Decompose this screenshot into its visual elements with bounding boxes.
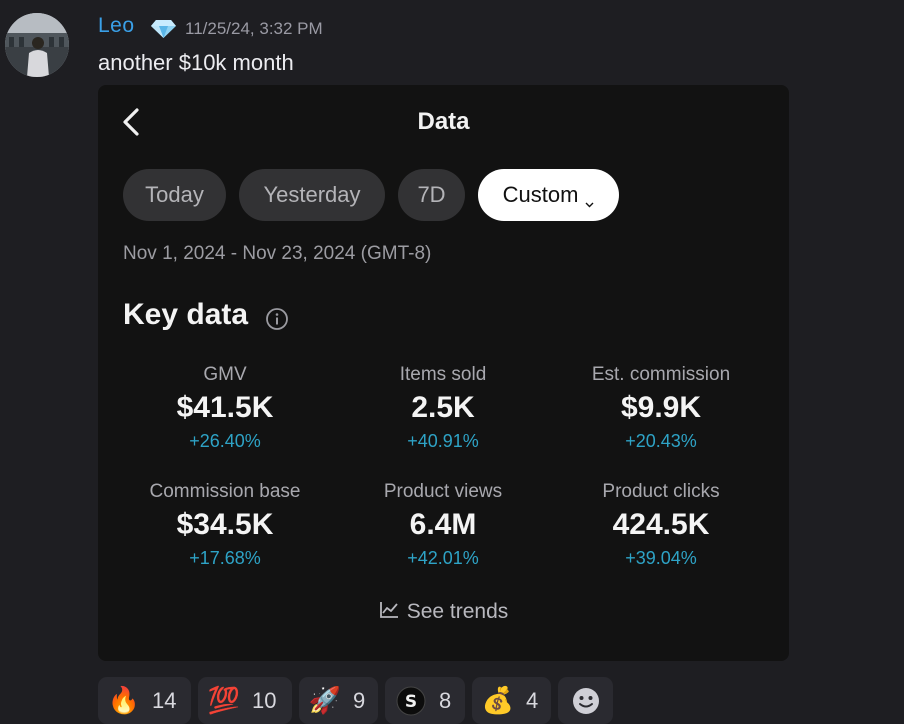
- attached-image-card[interactable]: Data Today Yesterday 7D Custom Nov 1, 20…: [98, 85, 789, 661]
- reaction-hundred[interactable]: 💯 10: [198, 677, 292, 724]
- metric-est-commission[interactable]: Est. commission $9.9K +20.43%: [552, 364, 770, 452]
- metric-product-clicks[interactable]: Product clicks 424.5K +39.04%: [552, 481, 770, 569]
- metric-change: +39.04%: [625, 548, 697, 568]
- add-reaction-icon: [570, 685, 602, 717]
- tab-label: 7D: [417, 182, 446, 207]
- reaction-money-bag[interactable]: 💰 4: [472, 677, 551, 724]
- metric-value: $41.5K: [176, 391, 274, 424]
- reaction-count: 8: [439, 687, 452, 713]
- chevron-left-icon[interactable]: [120, 107, 144, 137]
- key-data-heading: Key data: [123, 298, 249, 331]
- metric-change: +42.01%: [407, 548, 479, 568]
- see-trends-link[interactable]: See trends: [98, 600, 789, 624]
- tab-label: Custom: [502, 182, 579, 207]
- custom-s-coin-icon: S: [395, 685, 427, 717]
- fire-icon: 🔥: [107, 685, 141, 716]
- reaction-count: 9: [353, 687, 366, 713]
- svg-text:S: S: [405, 692, 417, 712]
- metric-items-sold[interactable]: Items sold 2.5K +40.91%: [334, 364, 552, 452]
- chevron-down-icon: [585, 189, 594, 207]
- avatar[interactable]: [5, 13, 69, 77]
- tab-label: Yesterday: [263, 182, 361, 207]
- add-reaction-button[interactable]: [558, 677, 613, 724]
- message-timestamp: 11/25/24, 3:32 PM: [185, 19, 323, 38]
- metric-change: +26.40%: [189, 431, 261, 451]
- card-title: Data: [417, 108, 470, 135]
- trend-chart-icon: [379, 601, 399, 619]
- metric-label: GMV: [203, 364, 247, 385]
- metric-commission-base[interactable]: Commission base $34.5K +17.68%: [116, 481, 334, 569]
- metric-change: +40.91%: [407, 431, 479, 451]
- message-text: another $10k month: [98, 50, 294, 75]
- metric-label: Product clicks: [602, 481, 720, 502]
- reaction-rocket[interactable]: 🚀 9: [299, 677, 378, 724]
- metric-label: Items sold: [399, 364, 487, 385]
- metric-value: 424.5K: [612, 508, 710, 541]
- reaction-count: 14: [152, 687, 177, 713]
- info-icon[interactable]: [265, 307, 289, 331]
- metric-product-views[interactable]: Product views 6.4M +42.01%: [334, 481, 552, 569]
- reaction-count: 4: [526, 687, 539, 713]
- tab-custom[interactable]: Custom: [478, 169, 619, 221]
- avatar-photo: [5, 13, 69, 77]
- hundred-points-icon: 💯: [207, 685, 241, 716]
- metric-label: Product views: [383, 481, 503, 502]
- metric-value: $9.9K: [620, 391, 702, 424]
- rocket-icon: 🚀: [308, 685, 342, 716]
- metric-label: Est. commission: [591, 364, 731, 385]
- reaction-fire[interactable]: 🔥 14: [98, 677, 191, 724]
- metric-change: +20.43%: [625, 431, 697, 451]
- metric-change: +17.68%: [189, 548, 261, 568]
- metric-value: 2.5K: [411, 391, 475, 424]
- money-bag-icon: 💰: [481, 685, 515, 716]
- metric-value: 6.4M: [409, 508, 477, 541]
- metric-value: $34.5K: [176, 508, 274, 541]
- reaction-custom-coin[interactable]: S 8: [385, 677, 465, 724]
- username[interactable]: Leo: [98, 14, 135, 37]
- tab-today[interactable]: Today: [123, 169, 226, 221]
- see-trends-label: See trends: [406, 600, 509, 623]
- reaction-count: 10: [252, 687, 277, 713]
- tab-7d[interactable]: 7D: [398, 169, 465, 221]
- date-range: Nov 1, 2024 - Nov 23, 2024 (GMT-8): [123, 243, 432, 264]
- tab-yesterday[interactable]: Yesterday: [239, 169, 385, 221]
- tab-label: Today: [145, 182, 204, 207]
- metric-label: Commission base: [149, 481, 301, 502]
- gem-icon: [150, 19, 177, 39]
- metric-gmv[interactable]: GMV $41.5K +26.40%: [116, 364, 334, 452]
